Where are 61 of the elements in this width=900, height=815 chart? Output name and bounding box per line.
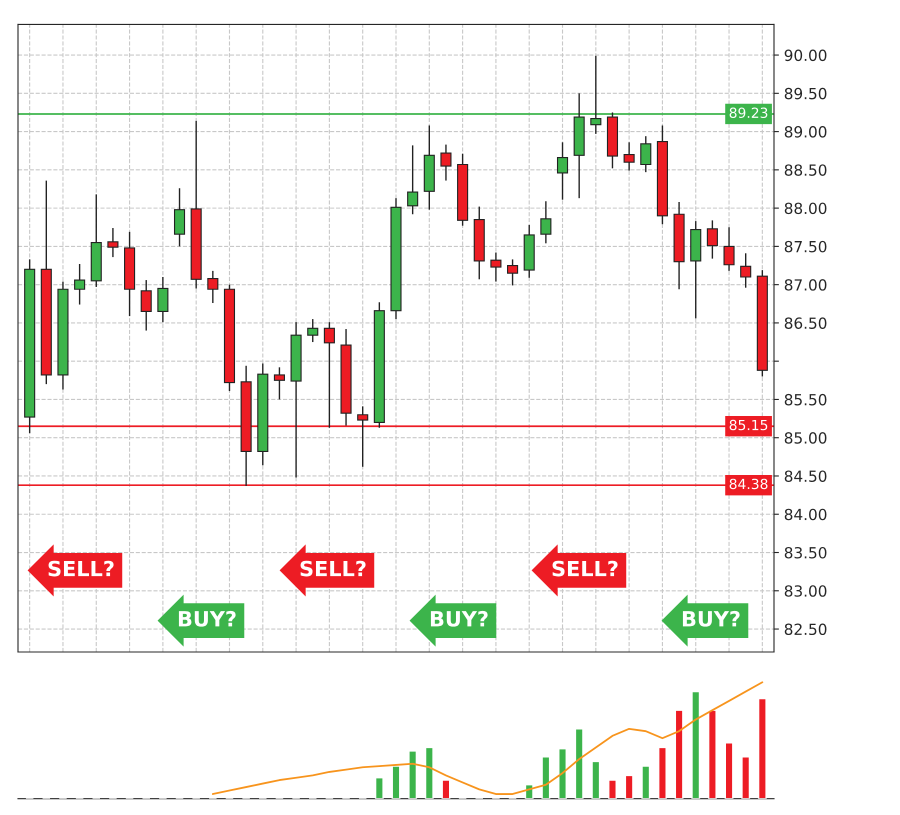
ref-line-label: 85.15 <box>730 420 768 430</box>
candlestick <box>157 276 168 323</box>
candlestick <box>74 263 86 306</box>
candlestick <box>407 144 418 215</box>
bar <box>541 756 550 799</box>
candlestick <box>640 135 652 173</box>
bar <box>691 690 700 799</box>
bar <box>574 728 584 799</box>
annotation: BUY? <box>682 610 740 627</box>
candlestick <box>723 226 735 272</box>
bar <box>374 777 384 799</box>
candlestick <box>107 227 118 258</box>
bar <box>392 765 400 799</box>
candlestick <box>440 144 452 182</box>
y-tick-label: 82.50 <box>784 624 826 636</box>
candlestick <box>706 220 718 260</box>
annotation: SELL? <box>300 560 366 576</box>
y-tick-label: 86.50 <box>784 317 826 329</box>
candlestick <box>740 252 752 288</box>
y-tick-label: 84.50 <box>784 470 826 482</box>
candlestick <box>207 270 218 304</box>
annotation: SELL? <box>552 560 618 576</box>
y-tick-label: 90.00 <box>784 50 826 62</box>
bar <box>442 779 450 799</box>
candlestick <box>490 252 502 282</box>
bar <box>708 710 717 799</box>
bar <box>758 698 767 799</box>
y-tick-label: 89.50 <box>784 88 826 100</box>
bar <box>558 748 567 799</box>
candlestick <box>507 258 518 286</box>
y-tick-label: 88.50 <box>784 164 826 176</box>
y-tick-label: 84.00 <box>784 508 826 520</box>
ref-line-label: 84.38 <box>730 478 768 490</box>
y-tick-label: 83.00 <box>784 585 826 597</box>
y-tick-label: 85.00 <box>784 432 826 444</box>
candlestick <box>540 200 552 244</box>
candlestick <box>556 142 568 200</box>
annotation: BUY? <box>178 610 236 627</box>
y-tick-label: 87.50 <box>784 240 826 252</box>
candlestick <box>624 142 635 172</box>
y-tick-label: 88.00 <box>784 202 826 214</box>
bar <box>408 750 418 799</box>
bar <box>424 746 434 799</box>
bar <box>741 756 750 799</box>
annotation: BUY? <box>430 610 488 627</box>
bar <box>674 710 684 799</box>
ref-line-label: 89.23 <box>730 108 768 118</box>
bar <box>591 760 600 799</box>
candlestick <box>307 318 318 343</box>
bar <box>608 779 617 799</box>
bar <box>658 746 667 799</box>
candlestick <box>140 279 152 332</box>
y-tick-label: 83.50 <box>784 546 826 559</box>
y-tick-label: 89.00 <box>784 126 826 138</box>
bar <box>724 742 734 799</box>
candlestick <box>274 366 285 400</box>
bar <box>624 774 634 799</box>
bar <box>641 765 650 799</box>
y-tick-label: 87.00 <box>784 279 826 291</box>
y-tick-label: 85.50 <box>784 394 826 406</box>
annotation: SELL? <box>48 560 114 576</box>
